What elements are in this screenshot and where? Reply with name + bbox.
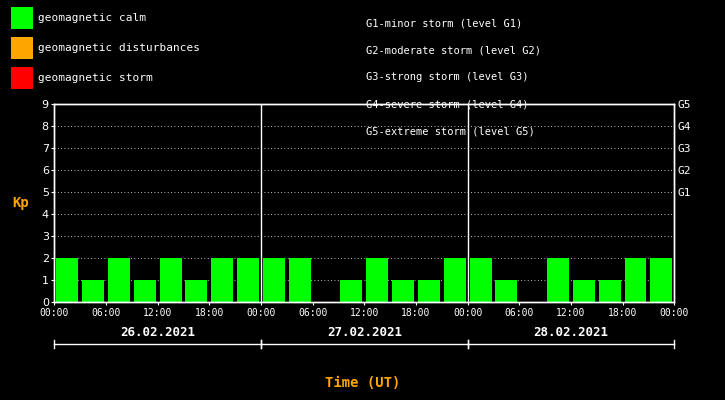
Bar [650,258,672,302]
Bar [263,258,285,302]
Bar [366,258,388,302]
Bar [57,258,78,302]
Text: geomagnetic disturbances: geomagnetic disturbances [38,43,200,53]
Bar [547,258,569,302]
Bar [444,258,465,302]
Bar [599,280,621,302]
Bar [186,280,207,302]
Bar [495,280,518,302]
Bar [160,258,181,302]
Text: G1-minor storm (level G1): G1-minor storm (level G1) [366,18,523,28]
Bar [134,280,156,302]
Text: G2-moderate storm (level G2): G2-moderate storm (level G2) [366,45,541,55]
Text: G4-severe storm (level G4): G4-severe storm (level G4) [366,100,529,110]
Bar [392,280,414,302]
Bar [470,258,492,302]
Text: G3-strong storm (level G3): G3-strong storm (level G3) [366,72,529,82]
Text: 28.02.2021: 28.02.2021 [534,326,608,338]
Bar [237,258,259,302]
Bar [82,280,104,302]
Text: geomagnetic calm: geomagnetic calm [38,13,146,23]
Bar [418,280,440,302]
Text: 26.02.2021: 26.02.2021 [120,326,195,338]
Text: G5-extreme storm (level G5): G5-extreme storm (level G5) [366,127,535,137]
Bar [289,258,311,302]
Text: Time (UT): Time (UT) [325,376,400,390]
Text: Kp: Kp [12,196,29,210]
Text: 27.02.2021: 27.02.2021 [327,326,402,338]
Bar [573,280,594,302]
Bar [108,258,130,302]
Bar [341,280,362,302]
Bar [624,258,647,302]
Bar [211,258,233,302]
Text: geomagnetic storm: geomagnetic storm [38,73,153,83]
